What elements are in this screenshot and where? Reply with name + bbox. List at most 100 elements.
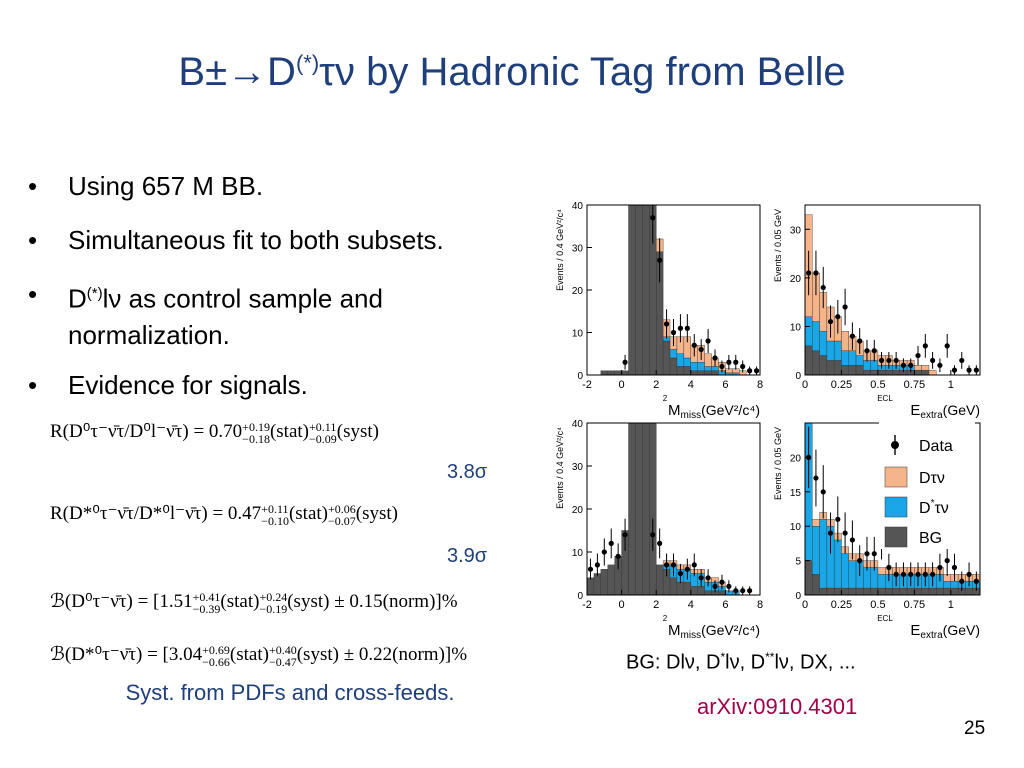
data-point — [937, 564, 943, 571]
data-point — [849, 333, 855, 339]
bg-bar — [593, 573, 602, 596]
dstar-tau-bar — [841, 553, 849, 589]
data-point — [973, 367, 979, 373]
bg-sup: ** — [765, 650, 775, 664]
bg-bar — [690, 370, 698, 376]
title-sup: (*) — [295, 50, 320, 76]
d-tau-bar — [921, 365, 930, 371]
data-point — [915, 352, 921, 359]
x-tick-label: 0.25 — [831, 379, 852, 391]
err-down: −0.66 — [202, 654, 230, 669]
x-tick-label: 6 — [722, 599, 728, 611]
y-tick-label: 0 — [795, 371, 801, 382]
bg-bar — [892, 587, 900, 596]
bullet-text: Using 657 M BB. — [68, 171, 264, 201]
bg-post: lν, DX, ... — [774, 651, 856, 674]
bg-bar — [863, 369, 871, 376]
data-point — [842, 530, 848, 536]
data-point — [908, 571, 914, 577]
bg-bar — [697, 586, 705, 596]
dstar-tau-bar — [804, 316, 813, 347]
significance-r-dstar0: 3.9σ — [447, 545, 488, 567]
data-point — [813, 270, 819, 276]
data-point — [726, 359, 732, 365]
err-up: +0.40 — [268, 642, 297, 657]
bg-bar — [642, 204, 650, 376]
formula-stat-label: (stat) — [220, 591, 260, 612]
data-point — [657, 540, 663, 546]
bullet-dot: • — [28, 225, 38, 255]
data-point — [719, 363, 725, 370]
data-point — [886, 564, 892, 571]
plot-top-left: -2 0 2 4 6 8 0 10 20 30 40 Events / 0.4 GeV²/c⁴ Mmis… — [545, 195, 770, 420]
data-point — [684, 566, 690, 572]
bg-sup: * — [720, 650, 726, 664]
data-point — [705, 575, 711, 581]
err-up: +0.24 — [259, 589, 288, 604]
syst-note: Syst. from PDFs and cross-feeds. — [125, 680, 455, 705]
bg-bar — [921, 587, 930, 596]
bg-bar — [841, 365, 849, 376]
data-point — [670, 562, 677, 568]
x-label-sup: 2 — [663, 394, 668, 403]
bg-pre: BG: Dlν, D — [626, 651, 721, 674]
bg-bar — [841, 587, 849, 596]
bg-mid: lν, D — [725, 651, 766, 674]
bullet-dot: • — [28, 171, 38, 201]
data-point — [705, 338, 711, 344]
data-point — [966, 571, 972, 577]
data-point — [944, 343, 950, 349]
formula-r-d0: R(D⁰τ⁻ν̄τ/D⁰l⁻ν̄τ) = 0.70+0.19 −0.18(stat… — [50, 420, 379, 445]
y-tick-label: 30 — [790, 225, 802, 236]
bg-bar — [965, 587, 973, 596]
data-point — [587, 566, 594, 572]
y-axis-label: Events / 0.05 GeV — [773, 427, 783, 500]
bg-bar — [906, 587, 915, 596]
bullet-list: • Using 657 M BB. • Simultaneous fit to bo… — [28, 168, 528, 421]
data-point — [733, 588, 739, 594]
data-point — [893, 357, 899, 364]
formula-main: ℬ(D⁰τ⁻ν̄τ) = [1.51 — [50, 591, 193, 612]
plot-frame — [804, 204, 981, 376]
dstar-tau-bar — [812, 321, 820, 351]
x-label-sub: miss — [681, 630, 702, 641]
x-tick-label: 2 — [653, 379, 659, 391]
bg-bar — [914, 369, 922, 376]
y-tick-label: 0 — [577, 591, 583, 602]
data-point — [657, 257, 663, 263]
x-axis-label: Eextra(GeV) — [910, 622, 980, 641]
bg-bar — [704, 370, 712, 376]
y-tick-label: 40 — [572, 419, 584, 430]
formula-stat-err: +0.19 −0.18 — [242, 421, 270, 445]
d-tau-bar — [841, 331, 849, 351]
data-point — [594, 562, 600, 568]
legend-dtau-swatch — [884, 466, 908, 488]
data-point — [670, 329, 677, 336]
data-point — [922, 571, 928, 577]
data-point — [650, 532, 656, 538]
data-point — [740, 363, 746, 370]
plot-bottom-right: 0 0.25 0.5 0.75 1 0 5 10 15 20 Events / 0.05 GeV Ee… — [770, 415, 985, 645]
bg-bar — [936, 587, 944, 596]
x-tick-label: 2 — [653, 599, 659, 611]
dstar-tau-bar — [819, 331, 828, 356]
x-tick-label: 0.75 — [904, 599, 925, 611]
err-up: +0.11 — [261, 501, 289, 516]
data-point — [753, 368, 760, 374]
err-down: −0.10 — [261, 513, 289, 528]
title-main: B±→D — [178, 50, 296, 94]
data-point — [922, 343, 928, 349]
dstar-tau-bar — [863, 360, 871, 371]
bg-bar — [600, 370, 608, 376]
bg-bar — [635, 422, 643, 596]
x-label-main: M — [668, 402, 681, 419]
bg-bar — [607, 564, 615, 596]
bg-bar — [635, 204, 643, 376]
bullet-item: • Simultaneous fit to both subsets. — [28, 222, 528, 258]
formula-syst-label: (syst) — [355, 503, 399, 524]
x-label-sup: ECL — [877, 614, 893, 623]
dstar-tau-bar — [870, 360, 879, 371]
bg-bar — [819, 587, 828, 596]
